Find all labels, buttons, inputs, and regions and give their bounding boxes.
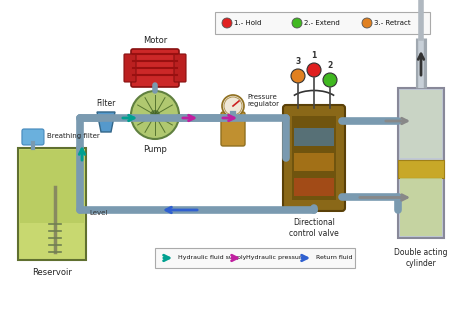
Text: Directional
control valve: Directional control valve <box>289 218 339 238</box>
Text: Level: Level <box>89 210 108 216</box>
Circle shape <box>362 18 372 28</box>
Bar <box>398 160 444 178</box>
Circle shape <box>222 18 232 28</box>
Text: 1.- Hold: 1.- Hold <box>234 20 261 26</box>
Circle shape <box>323 73 337 87</box>
FancyBboxPatch shape <box>124 54 136 82</box>
Bar <box>294 128 334 146</box>
Circle shape <box>224 97 242 115</box>
Bar <box>400 178 442 236</box>
Text: Pump: Pump <box>143 145 167 154</box>
Circle shape <box>150 110 160 120</box>
FancyBboxPatch shape <box>174 54 186 82</box>
Bar <box>20 150 84 223</box>
Circle shape <box>292 18 302 28</box>
FancyBboxPatch shape <box>155 248 355 268</box>
Text: Return fluid: Return fluid <box>316 256 353 260</box>
Text: 3: 3 <box>295 57 301 66</box>
Bar <box>294 153 334 171</box>
Text: 2.- Extend: 2.- Extend <box>304 20 340 26</box>
FancyBboxPatch shape <box>221 112 245 146</box>
Text: Motor: Motor <box>143 36 167 45</box>
Text: Breathing filter: Breathing filter <box>47 133 100 139</box>
FancyBboxPatch shape <box>22 129 44 145</box>
Text: 3.- Retract: 3.- Retract <box>374 20 410 26</box>
Circle shape <box>131 91 179 139</box>
Bar <box>398 88 444 238</box>
Text: BASIC HYDRAULIC SYSTEM: BASIC HYDRAULIC SYSTEM <box>12 305 221 319</box>
Text: Filter: Filter <box>96 99 116 108</box>
Text: 2: 2 <box>328 61 333 70</box>
Text: Reservoir: Reservoir <box>32 268 72 277</box>
FancyBboxPatch shape <box>215 12 430 34</box>
Circle shape <box>307 63 321 77</box>
Text: Pressure
regulator: Pressure regulator <box>247 94 279 108</box>
FancyBboxPatch shape <box>283 105 345 211</box>
FancyBboxPatch shape <box>18 148 86 260</box>
FancyBboxPatch shape <box>292 116 336 200</box>
Bar <box>400 90 442 158</box>
Text: Hydraulic fluid supply: Hydraulic fluid supply <box>178 256 246 260</box>
Bar <box>294 178 334 196</box>
Text: 1: 1 <box>311 51 317 60</box>
FancyBboxPatch shape <box>131 49 179 87</box>
Polygon shape <box>97 112 115 132</box>
Text: Double acting
cylinder: Double acting cylinder <box>394 248 448 268</box>
Circle shape <box>222 95 244 117</box>
Circle shape <box>291 69 305 83</box>
Text: Hydraulic pressure: Hydraulic pressure <box>246 256 305 260</box>
